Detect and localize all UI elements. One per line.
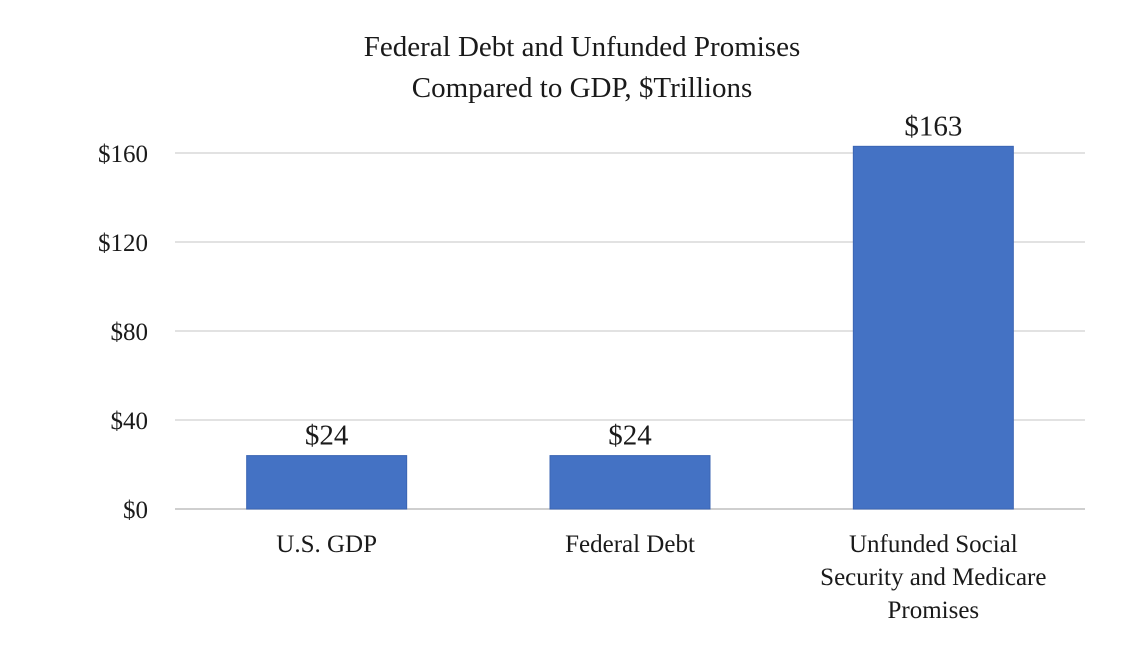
category-label: Unfunded Social: [849, 531, 1018, 558]
category-label: Federal Debt: [565, 531, 695, 558]
data-label: $163: [904, 110, 962, 142]
bar: [246, 455, 408, 510]
y-axis-tick-labels: $0 $40 $80 $120 $160: [98, 141, 148, 524]
y-tick-label: $120: [98, 230, 148, 257]
y-tick-label: $0: [123, 497, 148, 524]
category-label: Security and Medicare: [820, 564, 1046, 591]
category-label: U.S. GDP: [276, 531, 377, 558]
bar: [549, 455, 711, 510]
y-tick-label: $40: [111, 408, 149, 435]
chart-title-line-1: Federal Debt and Unfunded Promises: [364, 31, 801, 63]
category-label: Promises: [887, 597, 979, 624]
y-tick-label: $80: [111, 319, 149, 346]
y-tick-label: $160: [98, 141, 148, 168]
chart-title-line-2: Compared to GDP, $Trillions: [412, 72, 753, 104]
chart-title: Federal Debt and Unfunded Promises Compa…: [364, 31, 801, 104]
bars: [246, 145, 1014, 510]
data-label: $24: [305, 420, 349, 452]
data-label: $24: [608, 420, 652, 452]
x-axis-category-labels: U.S. GDP Federal Debt Unfunded Social Secur…: [276, 531, 1046, 624]
data-labels: $24 $24 $163: [305, 110, 962, 451]
bar: [852, 145, 1014, 510]
